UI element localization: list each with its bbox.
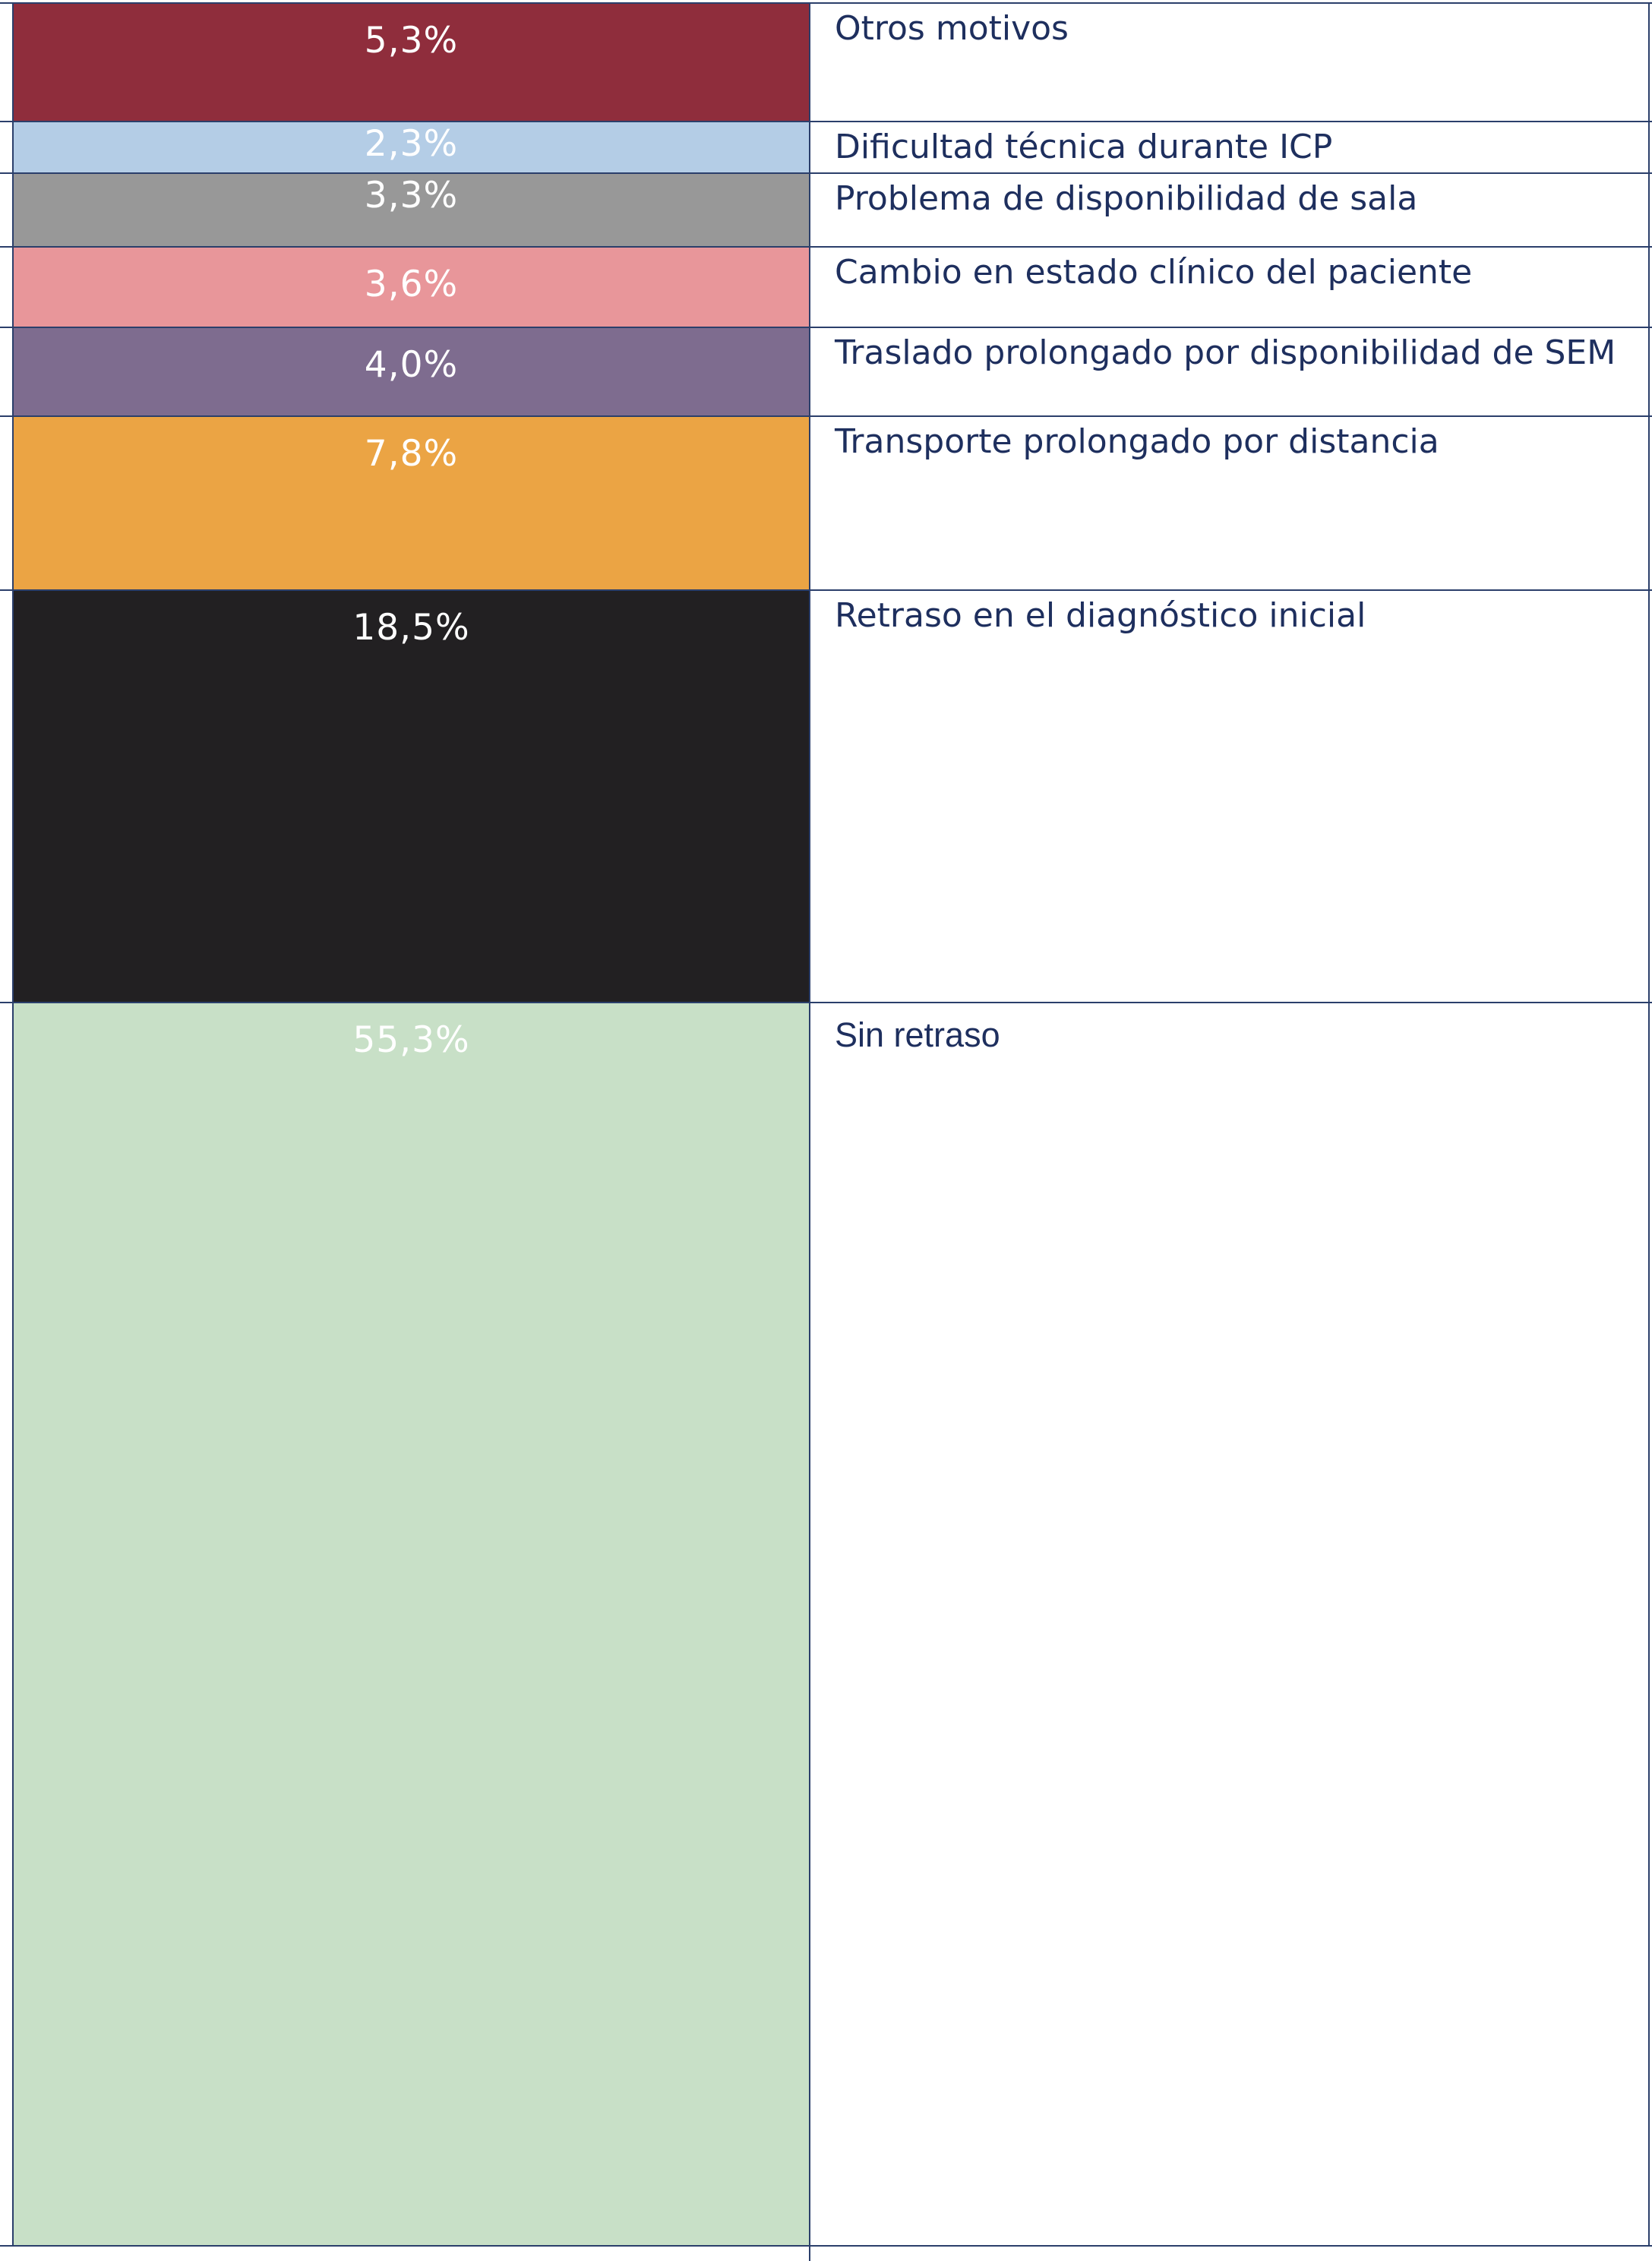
row-divider [0,172,1652,174]
category-cell: Dificultad técnica durante ICP [810,122,1650,173]
bar-segment-7: 18,5% [13,590,810,1003]
segment-value-label: 3,6% [364,264,459,305]
row-divider [0,2245,1652,2247]
bar-segment-4: 3,6% [13,247,810,327]
row-divider [0,121,1652,122]
category-label: Traslado prolongado por disponibilidad d… [835,333,1616,372]
category-cell: Problema de disponibilidad de sala [810,173,1650,247]
column-divider [809,3,810,2261]
bar-segment-3: 3,3% [13,173,810,247]
bar-segment-6: 7,8% [13,416,810,590]
row-divider [0,2,1652,4]
category-cell: Traslado prolongado por disponibilidad d… [810,327,1650,416]
category-label: Transporte prolongado por distancia [835,422,1439,461]
category-label: Otros motivos [835,9,1069,48]
category-label: Sin retraso [835,1015,1000,1054]
segment-value-label: 55,3% [352,1019,470,1061]
segment-value-label: 18,5% [352,607,470,649]
row-divider [0,246,1652,248]
bar-segment-1: 5,3% [13,3,810,122]
row-divider [0,589,1652,591]
category-label: Problema de disponibilidad de sala [835,179,1418,218]
column-divider [12,3,14,2246]
category-cell: Sin retraso [810,1003,1650,2246]
category-cell: Transporte prolongado por distancia [810,416,1650,590]
category-cell: Cambio en estado clínico del paciente [810,247,1650,327]
row-divider [0,327,1652,328]
column-divider [1648,3,1650,2246]
bar-segment-2: 2,3% [13,122,810,173]
row-divider [0,1002,1652,1003]
segment-value-label: 3,3% [364,175,459,216]
category-cell: Retraso en el diagnóstico inicial [810,590,1650,1003]
segment-value-label: 2,3% [364,123,459,165]
category-label: Dificultad técnica durante ICP [835,128,1333,166]
category-label: Retraso en el diagnóstico inicial [835,596,1366,635]
bar-segment-8: 55,3% [13,1003,810,2246]
segment-value-label: 7,8% [364,433,459,475]
bar-segment-5: 4,0% [13,327,810,416]
segment-value-label: 4,0% [364,344,459,386]
category-cell: Otros motivos [810,3,1650,122]
segment-value-label: 5,3% [364,20,459,62]
row-divider [0,415,1652,417]
category-label: Cambio en estado clínico del paciente [835,253,1473,292]
